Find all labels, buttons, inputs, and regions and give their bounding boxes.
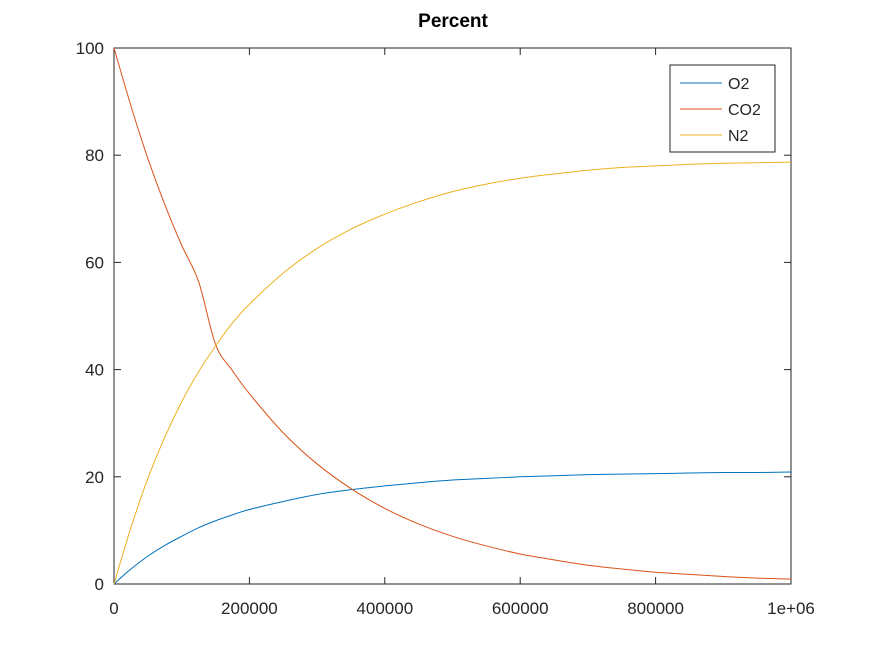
plot-area: 0 200000 400000 600000 800000 1e+06 0 20 40 60 80 1… [76, 39, 815, 618]
y-tick-label: 20 [85, 468, 104, 487]
plot-frame [113, 47, 792, 585]
series-line-co2 [113, 47, 792, 580]
y-tick-label: 40 [85, 361, 104, 380]
x-tick-label: 200000 [221, 599, 278, 618]
y-tick-label: 60 [85, 253, 104, 272]
x-tick-label: 600000 [492, 599, 549, 618]
series-line-o2 [113, 471, 792, 585]
y-tick-label: 100 [76, 39, 104, 58]
legend: O2 CO2 N2 [669, 64, 776, 153]
x-tick-label: 0 [109, 599, 118, 618]
chart-title: Percent [418, 11, 488, 32]
y-tick-label: 0 [95, 575, 104, 594]
series-line-n2 [113, 161, 792, 585]
legend-label-o2: O2 [728, 76, 749, 93]
y-tick-label: 80 [85, 146, 104, 165]
x-tick-label: 1e+06 [767, 599, 815, 618]
legend-label-co2: CO2 [728, 102, 761, 119]
x-tick-label: 400000 [356, 599, 413, 618]
x-tick-label: 800000 [627, 599, 684, 618]
legend-label-n2: N2 [728, 128, 749, 145]
series-lines [113, 47, 792, 585]
